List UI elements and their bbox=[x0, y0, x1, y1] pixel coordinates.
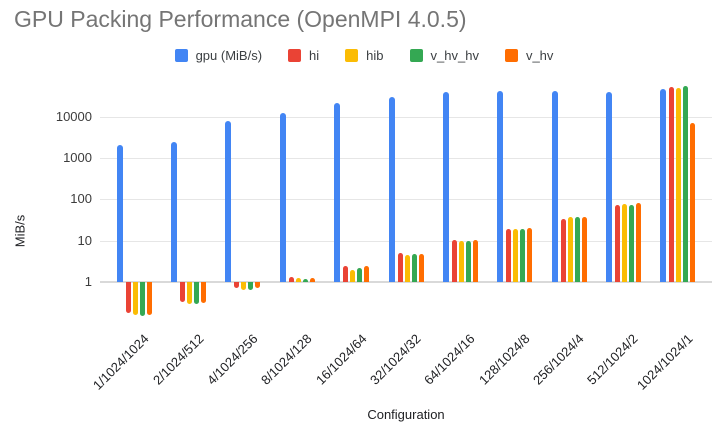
bar-hib-6[interactable] bbox=[458, 241, 464, 282]
bar-gpu-mib-s--3[interactable] bbox=[279, 113, 286, 282]
bar-v-hv-4[interactable] bbox=[364, 266, 370, 282]
bar-hi-2[interactable] bbox=[234, 282, 240, 289]
bar-v-hv-hv-1[interactable] bbox=[194, 282, 200, 304]
x-axis-baseline bbox=[100, 281, 712, 283]
y-tick-label: 100 bbox=[70, 191, 92, 207]
legend-label: v_hv_hv bbox=[430, 48, 479, 63]
bar-hib-9[interactable] bbox=[621, 203, 627, 282]
gridline bbox=[100, 158, 712, 160]
bar-gpu-mib-s--10[interactable] bbox=[660, 88, 667, 282]
bar-v-hv-1[interactable] bbox=[201, 282, 207, 303]
y-tick-label: 10000 bbox=[55, 108, 92, 124]
gridline bbox=[100, 116, 712, 118]
bar-hi-5[interactable] bbox=[397, 253, 403, 282]
bar-gpu-mib-s--1[interactable] bbox=[171, 141, 178, 282]
legend-swatch-icon bbox=[409, 49, 423, 62]
bar-v-hv-6[interactable] bbox=[472, 239, 478, 282]
plot-area bbox=[100, 85, 712, 322]
bar-hi-0[interactable] bbox=[125, 282, 131, 313]
bar-v-hv-hv-2[interactable] bbox=[248, 282, 254, 290]
bar-hi-10[interactable] bbox=[669, 87, 675, 282]
bar-v-hv-hv-10[interactable] bbox=[683, 86, 689, 282]
bar-v-hv-10[interactable] bbox=[690, 123, 696, 282]
legend-label: gpu (MiB/s) bbox=[195, 48, 263, 63]
bar-v-hv-hv-5[interactable] bbox=[411, 254, 417, 282]
bar-v-hv-hv-7[interactable] bbox=[520, 228, 526, 282]
legend-item-v-hv: v_hv bbox=[504, 48, 554, 63]
bar-hi-1[interactable] bbox=[180, 282, 186, 303]
bar-hib-10[interactable] bbox=[676, 88, 682, 282]
bar-v-hv-hv-4[interactable] bbox=[357, 267, 363, 282]
bar-gpu-mib-s--8[interactable] bbox=[551, 91, 558, 282]
bar-hib-4[interactable] bbox=[350, 269, 356, 282]
bar-v-hv-hv-9[interactable] bbox=[628, 204, 634, 282]
bar-hi-8[interactable] bbox=[560, 219, 566, 282]
bar-gpu-mib-s--2[interactable] bbox=[225, 121, 232, 282]
bar-hib-2[interactable] bbox=[241, 282, 247, 290]
bar-hi-7[interactable] bbox=[506, 228, 512, 282]
legend-item-hib: hib bbox=[345, 48, 384, 63]
y-tick-label: 10 bbox=[77, 232, 92, 248]
gridline bbox=[100, 240, 712, 242]
bar-v-hv-2[interactable] bbox=[255, 282, 261, 289]
bar-v-hv-5[interactable] bbox=[418, 253, 424, 282]
bar-hib-1[interactable] bbox=[187, 282, 193, 304]
bar-gpu-mib-s--4[interactable] bbox=[334, 102, 341, 282]
bar-hi-4[interactable] bbox=[343, 266, 349, 282]
y-tick-label: 1 bbox=[84, 274, 92, 289]
bar-v-hv-8[interactable] bbox=[581, 216, 587, 282]
bar-v-hv-hv-8[interactable] bbox=[574, 216, 580, 282]
legend-swatch-icon bbox=[288, 49, 302, 62]
bar-gpu-mib-s--7[interactable] bbox=[497, 91, 504, 282]
legend-label: hib bbox=[366, 48, 384, 63]
bar-hib-0[interactable] bbox=[132, 282, 138, 315]
bar-gpu-mib-s--0[interactable] bbox=[116, 144, 123, 282]
bar-v-hv-3[interactable] bbox=[309, 277, 315, 282]
legend-swatch-icon bbox=[504, 49, 518, 62]
y-tick-label: 1000 bbox=[63, 150, 92, 166]
bar-gpu-mib-s--6[interactable] bbox=[442, 92, 449, 282]
bar-v-hv-0[interactable] bbox=[146, 282, 152, 315]
bar-hi-3[interactable] bbox=[288, 277, 294, 282]
bar-hib-8[interactable] bbox=[567, 217, 573, 282]
gridline bbox=[100, 199, 712, 201]
bar-gpu-mib-s--9[interactable] bbox=[605, 92, 612, 282]
bar-hib-3[interactable] bbox=[295, 277, 301, 282]
bar-hib-7[interactable] bbox=[513, 229, 519, 282]
bar-v-hv-7[interactable] bbox=[527, 228, 533, 282]
legend-label: v_hv bbox=[525, 48, 554, 63]
x-axis-title: Configuration bbox=[367, 407, 445, 422]
legend-item-hi: hi bbox=[288, 48, 319, 63]
bar-hib-5[interactable] bbox=[404, 255, 410, 282]
bar-gpu-mib-s--5[interactable] bbox=[388, 96, 395, 282]
bar-hi-9[interactable] bbox=[614, 205, 620, 282]
legend-item-v-hv-hv: v_hv_hv bbox=[409, 48, 479, 63]
bar-v-hv-hv-6[interactable] bbox=[465, 240, 471, 282]
legend: gpu (MiB/s) hi hib v_hv_hv v_hv bbox=[0, 48, 728, 63]
legend-swatch-icon bbox=[345, 49, 359, 62]
legend-item-gpu-mib-s-: gpu (MiB/s) bbox=[174, 48, 263, 63]
x-tick-label: 1/1024/1024 bbox=[90, 331, 152, 393]
legend-swatch-icon bbox=[174, 49, 188, 62]
bar-v-hv-9[interactable] bbox=[635, 203, 641, 282]
bar-v-hv-hv-3[interactable] bbox=[302, 278, 308, 282]
bar-hi-6[interactable] bbox=[451, 240, 457, 282]
legend-label: hi bbox=[309, 48, 320, 63]
bar-v-hv-hv-0[interactable] bbox=[139, 282, 145, 317]
chart-title: GPU Packing Performance (OpenMPI 4.0.5) bbox=[14, 6, 467, 32]
